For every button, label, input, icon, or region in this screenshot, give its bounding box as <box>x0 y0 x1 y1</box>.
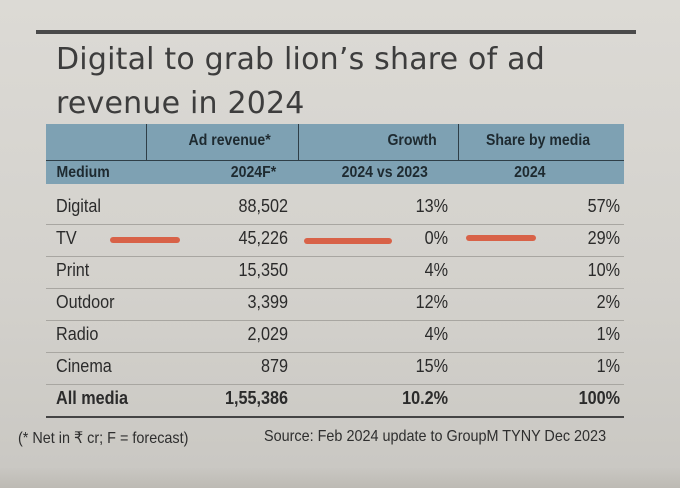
cell-ad-revenue: 88,502 <box>238 196 288 216</box>
highlight-mark <box>110 237 180 243</box>
paper-edge <box>0 468 680 488</box>
table-row: Digital 88,502 13% 57% <box>46 192 624 225</box>
header-medium: Medium <box>56 164 110 181</box>
header-divider <box>46 160 624 161</box>
header-divider <box>298 124 299 160</box>
highlight-mark <box>304 238 392 244</box>
highlight-mark <box>466 235 536 241</box>
cell-growth: 10.2% <box>402 388 448 408</box>
cell-growth: 0% <box>424 228 448 248</box>
table-row-total: All media 1,55,386 10.2% 100% <box>46 384 624 418</box>
header-share-year: 2024 <box>514 164 546 181</box>
header-ad-revenue-year: 2024F* <box>230 164 277 181</box>
cell-medium: Cinema <box>56 356 112 376</box>
cell-share: 10% <box>587 260 620 280</box>
header-ad-revenue: Ad revenue* <box>188 132 271 149</box>
cell-medium: TV <box>56 228 77 248</box>
cell-medium: Outdoor <box>56 292 115 312</box>
cell-share: 29% <box>587 228 620 248</box>
cell-growth: 13% <box>415 196 448 216</box>
footnote: (* Net in ₹ cr; F = forecast) <box>18 430 189 447</box>
cell-growth: 4% <box>424 324 448 344</box>
cell-ad-revenue: 879 <box>260 356 288 376</box>
table-row: Radio 2,029 4% 1% <box>46 320 624 353</box>
cell-growth: 4% <box>424 260 448 280</box>
header-row-2: Medium 2024F* 2024 vs 2023 2024 <box>46 164 555 186</box>
cell-medium: Digital <box>56 196 102 216</box>
header-row-1: Ad revenue* Growth Share by media <box>46 132 591 154</box>
header-divider <box>458 124 459 160</box>
top-rule <box>36 30 636 34</box>
cell-share: 57% <box>587 196 620 216</box>
cell-medium: Radio <box>56 324 99 344</box>
cell-share: 1% <box>596 324 620 344</box>
cell-growth: 12% <box>415 292 448 312</box>
headline: Digital to grab lion’s share of ad reven… <box>56 42 545 121</box>
cell-growth: 15% <box>415 356 448 376</box>
header-growth: Growth <box>387 132 437 149</box>
table-row: Outdoor 3,399 12% 2% <box>46 288 624 321</box>
header-growth-period: 2024 vs 2023 <box>341 164 428 181</box>
source-note: Source: Feb 2024 update to GroupM TYNY D… <box>264 428 607 445</box>
cell-ad-revenue: 2,029 <box>247 324 288 344</box>
cell-share: 2% <box>596 292 620 312</box>
cell-ad-revenue: 45,226 <box>238 228 288 248</box>
table-header-band <box>46 124 624 184</box>
table-row: TV 45,226 0% 29% <box>46 224 624 257</box>
table-row: Print 15,350 4% 10% <box>46 256 624 289</box>
header-divider <box>146 124 147 160</box>
cell-medium: All media <box>56 388 129 408</box>
table-row: Cinema 879 15% 1% <box>46 352 624 385</box>
cell-share: 1% <box>596 356 620 376</box>
cell-ad-revenue: 3,399 <box>247 292 288 312</box>
header-share: Share by media <box>486 132 591 149</box>
cell-share: 100% <box>578 388 620 408</box>
cell-ad-revenue: 1,55,386 <box>224 388 288 408</box>
cell-ad-revenue: 15,350 <box>238 260 288 280</box>
cell-medium: Print <box>56 260 90 280</box>
